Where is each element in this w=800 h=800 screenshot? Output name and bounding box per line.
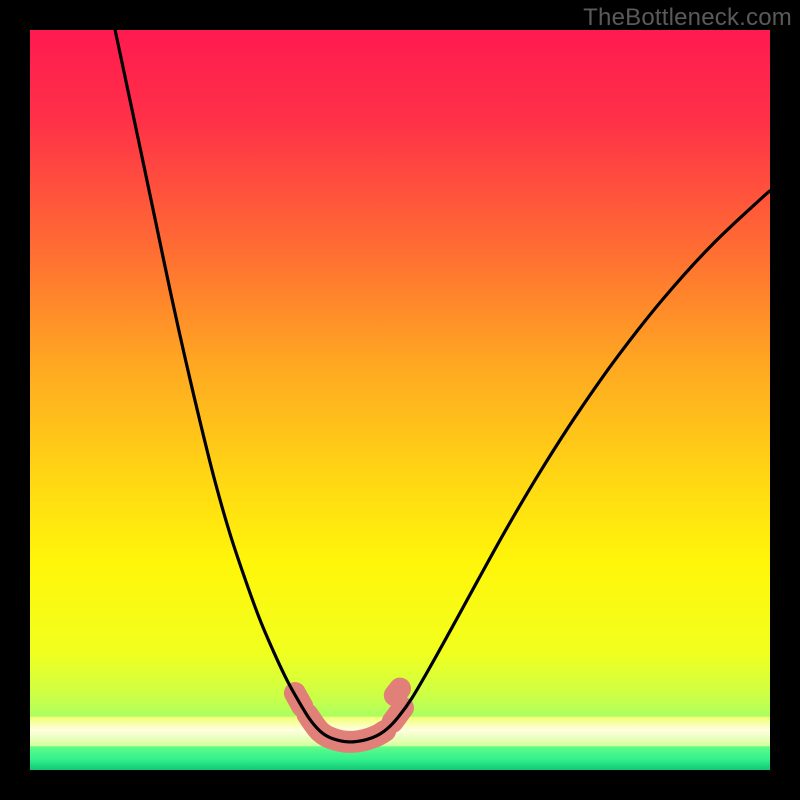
bottleneck-chart — [0, 0, 800, 800]
highlight-segment — [395, 689, 400, 696]
watermark-text: TheBottleneck.com — [583, 4, 792, 32]
chart-frame: TheBottleneck.com — [0, 0, 800, 800]
gradient-background — [30, 30, 770, 770]
